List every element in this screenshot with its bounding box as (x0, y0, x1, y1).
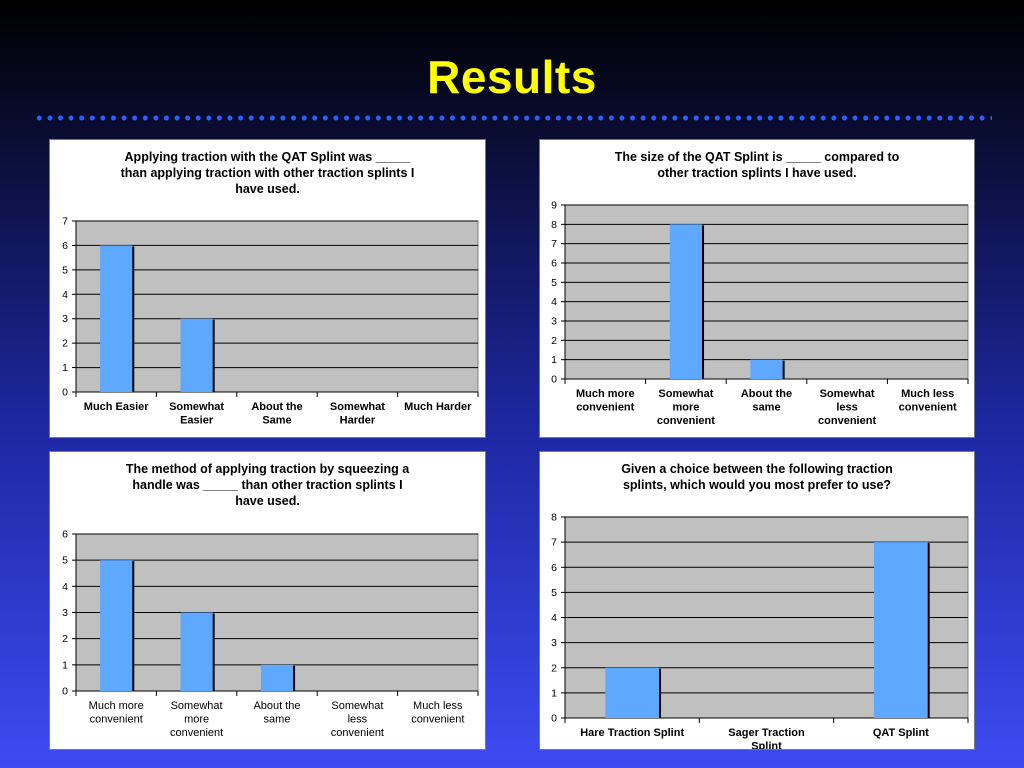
chart-panel-splint-size: The size of the QAT Splint is _____ comp… (539, 139, 975, 438)
y-tick-label: 4 (62, 581, 68, 593)
y-tick-label: 0 (62, 686, 68, 698)
bar-chart-svg: 0 1 2 3 4 5 6 7 8 9 Much more convenient Somewhat mor… (551, 200, 969, 427)
bar (100, 560, 133, 691)
x-tick-label: Somewhat less convenient (331, 700, 384, 739)
chart-title-line: than applying traction with other tracti… (120, 166, 415, 180)
bar-chart-svg: 0 1 2 3 4 5 6 7 Much Easier Somewhat Easier About t… (62, 216, 479, 427)
bar (605, 667, 660, 718)
chart-title-line: The size of the QAT Splint is _____ comp… (614, 150, 900, 164)
x-tick-label: Much more convenient (576, 388, 635, 414)
y-tick-label: 1 (551, 354, 557, 366)
x-tick-label: Much Easier (84, 401, 150, 413)
bar-chart-svg: 0 1 2 3 4 5 6 Much more convenient Somewhat more co… (62, 529, 479, 739)
x-tick-label: Sager Traction Splint (728, 727, 805, 749)
y-tick-label: 3 (551, 316, 557, 328)
y-tick-label: 0 (551, 374, 557, 386)
y-tick-label: 7 (62, 216, 68, 228)
chart-title-line: handle was _____ than other traction spl… (132, 478, 403, 492)
y-tick-label: 0 (551, 713, 557, 725)
bar (100, 245, 133, 392)
x-tick-label: Much Harder (404, 401, 472, 413)
bar-chart-svg: 0 1 2 3 4 5 6 7 8 Hare Traction Splint Sager Tract… (551, 512, 969, 749)
chart-title-line: splints, which would you most prefer to … (622, 478, 892, 492)
y-tick-label: 5 (551, 587, 557, 599)
y-tick-label: 8 (551, 219, 557, 231)
chart-panel-squeeze-handle: The method of applying traction by squee… (49, 451, 486, 750)
x-tick-label: Somewhat Harder (330, 401, 385, 427)
y-tick-label: 6 (551, 258, 557, 270)
y-tick-label: 2 (62, 633, 68, 645)
y-tick-label: 2 (551, 335, 557, 347)
x-tick-label: Much more convenient (89, 700, 144, 726)
chart-title: The size of the QAT Splint is _____ comp… (550, 149, 964, 181)
y-tick-label: 1 (62, 659, 68, 671)
chart-title-line: Applying traction with the QAT Splint wa… (124, 150, 411, 164)
x-tick-label: Hare Traction Splint (580, 727, 684, 739)
y-tick-label: 4 (62, 289, 68, 301)
chart-title-line: have used. (235, 494, 300, 508)
plot-area (75, 220, 479, 393)
y-tick-label: 7 (551, 238, 557, 250)
y-tick-label: 5 (62, 264, 68, 276)
x-tick-label: Much less convenient (899, 388, 957, 414)
y-tick-label: 2 (62, 338, 68, 350)
chart-panel-traction-ease: Applying traction with the QAT Splint wa… (49, 139, 486, 438)
y-tick-label: 2 (551, 662, 557, 674)
x-tick-label: About the same (741, 388, 792, 414)
dotted-divider (34, 113, 992, 123)
slide-title: Results (427, 51, 597, 103)
x-tick-label: About the same (253, 700, 300, 726)
bar (750, 359, 783, 379)
x-tick-label: Somewhat less convenient (818, 388, 876, 427)
bar (180, 612, 213, 691)
x-tick-label: About the Same (251, 401, 302, 427)
bar (873, 542, 928, 718)
chart-title: The method of applying traction by squee… (60, 461, 475, 509)
y-tick-label: 6 (62, 240, 68, 252)
y-tick-label: 3 (62, 607, 68, 619)
bar (180, 318, 213, 392)
chart-panel-splint-preference: Given a choice between the following tra… (539, 451, 975, 750)
chart-title-line: Given a choice between the following tra… (621, 462, 893, 476)
y-tick-label: 1 (62, 362, 68, 374)
chart-title: Given a choice between the following tra… (550, 461, 964, 493)
bar (669, 224, 703, 379)
y-tick-label: 4 (551, 612, 557, 624)
y-tick-label: 3 (62, 313, 68, 325)
y-tick-label: 8 (551, 512, 557, 524)
chart-title: Applying traction with the QAT Splint wa… (60, 149, 475, 197)
y-tick-label: 6 (62, 529, 68, 541)
chart-title-line: have used. (235, 182, 300, 196)
x-tick-label: Somewhat more convenient (170, 700, 223, 739)
y-tick-label: 3 (551, 637, 557, 649)
chart-title-line: The method of applying traction by squee… (125, 462, 410, 476)
x-tick-label: Somewhat Easier (169, 401, 224, 427)
y-tick-label: 1 (551, 687, 557, 699)
y-tick-label: 0 (62, 387, 68, 399)
x-tick-label: Much less convenient (411, 700, 464, 726)
y-tick-label: 5 (551, 277, 557, 289)
y-tick-label: 7 (551, 537, 557, 549)
chart-title-line: other traction splints I have used. (657, 166, 857, 180)
plot-area (564, 204, 969, 380)
x-tick-label: Somewhat more convenient (657, 388, 715, 427)
y-tick-label: 6 (551, 562, 557, 574)
y-tick-label: 5 (62, 555, 68, 567)
x-tick-label: QAT Splint (873, 727, 929, 739)
y-tick-label: 9 (551, 200, 557, 212)
y-tick-label: 4 (551, 296, 557, 308)
bar (260, 664, 294, 691)
